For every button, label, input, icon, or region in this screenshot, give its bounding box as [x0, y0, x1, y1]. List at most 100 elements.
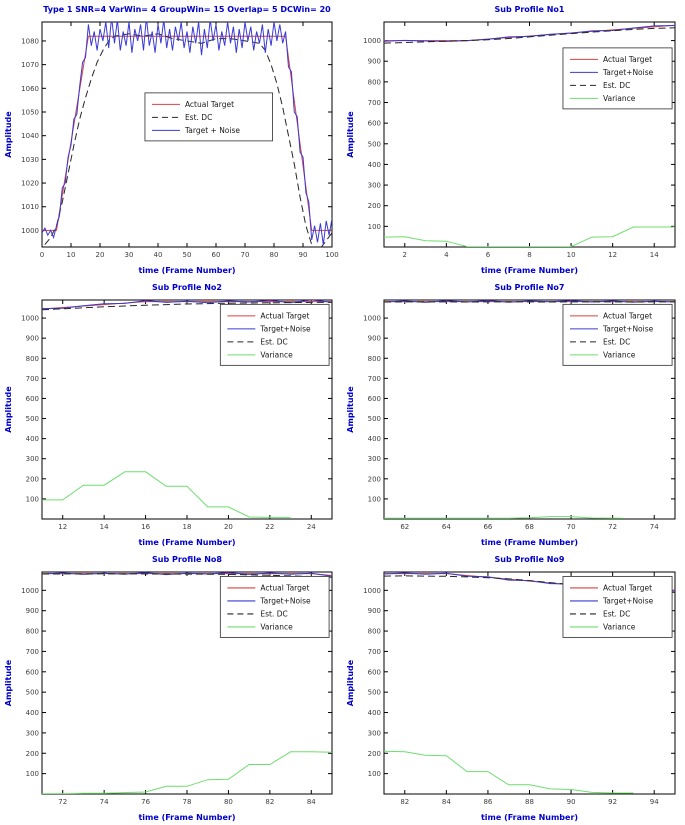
x-tick-label: 84 [307, 798, 316, 806]
x-tick-label: 12 [608, 251, 617, 259]
y-tick-label: 600 [368, 668, 381, 676]
chart-title: Sub Profile No7 [495, 283, 565, 292]
x-tick-label: 86 [483, 798, 492, 806]
x-tick-label: 100 [325, 251, 338, 259]
y-tick-label: 700 [26, 375, 39, 383]
legend: Actual Target Target+Noise Est. DC Variance [562, 303, 673, 366]
y-tick-label: 800 [368, 355, 381, 363]
y-tick-label: 1000 [363, 587, 381, 595]
legend-label: Target+Noise [259, 596, 311, 605]
y-tick-label: 900 [368, 58, 381, 66]
x-axis-label: time (Frame Number) [481, 813, 578, 822]
x-axis-label: time (Frame Number) [138, 266, 235, 275]
y-axis-label: Amplitude [346, 386, 355, 433]
series-actual-target [384, 24, 675, 42]
x-tick-label: 76 [141, 798, 150, 806]
chart-title: Sub Profile No8 [152, 555, 222, 564]
legend-label: Variance [603, 350, 636, 359]
legend-label: Est. DC [603, 337, 630, 346]
y-tick-label: 200 [26, 750, 39, 758]
x-axis-label: time (Frame Number) [481, 538, 578, 547]
x-tick-label: 14 [100, 523, 109, 531]
y-tick-label: 1030 [21, 156, 39, 164]
y-axis-label: Amplitude [346, 659, 355, 706]
x-tick-label: 16 [141, 523, 150, 531]
x-tick-label: 78 [183, 798, 192, 806]
x-axis-label: time (Frame Number) [138, 813, 235, 822]
axes-box [41, 21, 333, 248]
legend-label: Target + Noise [184, 126, 240, 135]
y-tick-label: 600 [26, 395, 39, 403]
x-tick-label: 0 [40, 251, 44, 259]
series-variance [384, 226, 675, 247]
x-tick-label: 60 [212, 251, 221, 259]
y-tick-label: 900 [26, 607, 39, 615]
x-tick-label: 40 [154, 251, 163, 259]
x-tick-label: 84 [442, 798, 451, 806]
x-tick-label: 10 [67, 251, 76, 259]
y-tick-label: 200 [368, 750, 381, 758]
series-variance [384, 750, 634, 794]
axes-box [383, 299, 676, 520]
y-tick-label: 100 [368, 495, 381, 503]
x-tick-label: 72 [608, 523, 617, 531]
axes-box [41, 299, 333, 520]
y-tick-label: 300 [368, 182, 381, 190]
y-tick-label: 600 [26, 668, 39, 676]
y-axis-label: Amplitude [4, 386, 13, 433]
series-variance [42, 751, 332, 794]
y-tick-label: 500 [26, 415, 39, 423]
y-tick-label: 400 [368, 435, 381, 443]
y-tick-label: 1040 [21, 132, 39, 140]
legend: Actual Target Target+Noise Est. DC Variance [219, 303, 330, 366]
y-axis-label: Amplitude [346, 111, 355, 158]
y-tick-label: 300 [26, 455, 39, 463]
y-tick-label: 600 [368, 395, 381, 403]
x-tick-label: 66 [483, 523, 492, 531]
y-tick-label: 1070 [21, 61, 39, 69]
x-tick-label: 50 [183, 251, 192, 259]
legend-label: Actual Target [603, 55, 652, 64]
y-tick-label: 1060 [21, 85, 39, 93]
y-axis-label: Amplitude [4, 659, 13, 706]
legend: Actual Target Target+Noise Est. DC Variance [562, 575, 673, 638]
y-tick-label: 100 [368, 223, 381, 231]
legend-label: Est. DC [603, 81, 630, 90]
x-tick-label: 2 [403, 251, 407, 259]
x-tick-label: 18 [183, 523, 192, 531]
legend-label: Actual Target [185, 100, 234, 109]
subplot-overview-canvas: Type 1 SNR=4 VarWin= 4 GroupWin= 15 Over… [4, 5, 339, 275]
series-group [42, 22, 332, 247]
y-tick-label: 1020 [21, 180, 39, 188]
x-tick-label: 94 [650, 798, 659, 806]
x-tick-label: 64 [442, 523, 451, 531]
legend-label: Target+Noise [259, 324, 311, 333]
y-tick-label: 900 [368, 335, 381, 343]
x-tick-label: 10 [567, 251, 576, 259]
y-tick-label: 500 [368, 689, 381, 697]
y-tick-label: 600 [368, 120, 381, 128]
y-tick-label: 1000 [363, 37, 381, 45]
subplot-no1: Sub Profile No1 time (Frame Number) Amplit… [342, 0, 685, 278]
legend-label: Variance [260, 350, 293, 359]
series-group [384, 24, 675, 247]
y-tick-label: 500 [26, 689, 39, 697]
y-tick-label: 800 [368, 628, 381, 636]
subplot-no2: Sub Profile No2 time (Frame Number) Amplit… [0, 278, 342, 550]
y-tick-label: 1000 [21, 227, 39, 235]
y-tick-label: 1080 [21, 37, 39, 45]
subplot-no9: Sub Profile No9 time (Frame Number) Amplit… [342, 550, 685, 825]
x-tick-label: 92 [608, 798, 617, 806]
y-tick-label: 400 [26, 709, 39, 717]
legend-label: Est. DC [260, 609, 287, 618]
y-tick-label: 700 [368, 99, 381, 107]
series-variance [42, 471, 291, 518]
y-tick-label: 200 [368, 202, 381, 210]
chart-title: Sub Profile No9 [495, 555, 565, 564]
legend-label: Target+Noise [602, 324, 654, 333]
y-tick-label: 400 [26, 435, 39, 443]
y-tick-label: 300 [26, 729, 39, 737]
series-group [384, 300, 675, 519]
y-tick-label: 300 [368, 455, 381, 463]
